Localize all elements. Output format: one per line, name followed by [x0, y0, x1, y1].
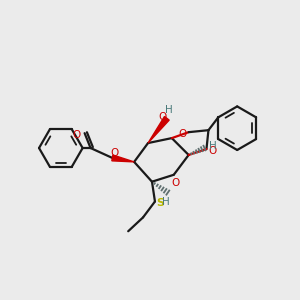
Text: O: O: [172, 178, 180, 188]
Text: O: O: [159, 112, 167, 122]
Polygon shape: [148, 116, 169, 143]
Text: O: O: [178, 129, 187, 139]
Text: H: H: [162, 196, 170, 206]
Text: O: O: [208, 146, 217, 156]
Text: S: S: [156, 199, 164, 208]
Text: O: O: [73, 130, 81, 140]
Polygon shape: [112, 155, 134, 162]
Text: O: O: [110, 148, 118, 158]
Text: H: H: [165, 105, 173, 116]
Text: H: H: [208, 141, 216, 151]
